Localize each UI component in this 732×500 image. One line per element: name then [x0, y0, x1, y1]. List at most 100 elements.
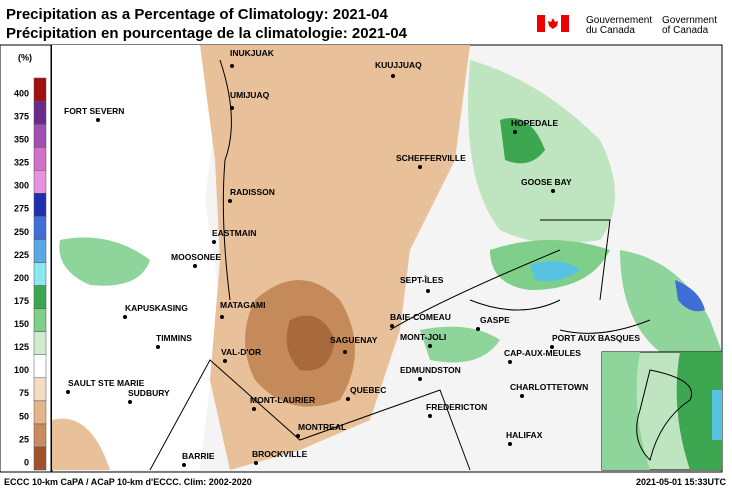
- legend-swatch: [33, 146, 47, 171]
- gov-fr-2: du Canada: [586, 25, 635, 36]
- city-label: HALIFAX: [506, 430, 543, 440]
- legend-swatch: [33, 400, 47, 425]
- city-dot: [128, 400, 132, 404]
- legend-label: 150: [14, 319, 29, 329]
- legend-label: 250: [14, 227, 29, 237]
- inset-coast: [636, 369, 692, 461]
- city-dot: [391, 74, 395, 78]
- canada-flag: [537, 15, 569, 32]
- city-label: SCHEFFERVILLE: [396, 153, 466, 163]
- city-label: FORT SEVERN: [64, 106, 124, 116]
- legend-label: 325: [14, 158, 29, 168]
- ontario-wet: [59, 237, 150, 286]
- city-dot: [193, 264, 197, 268]
- city-dot: [254, 461, 258, 465]
- legend-swatch: [33, 100, 47, 125]
- city-label: EDMUNDSTON: [400, 365, 461, 375]
- city-dot: [550, 345, 554, 349]
- city-label: TIMMINS: [156, 333, 192, 343]
- subtitle: Précipitation en pourcentage de la clima…: [6, 25, 408, 42]
- city-dot: [390, 324, 394, 328]
- gov-fr-1: Gouvernement: [586, 15, 652, 26]
- city-label: FREDERICTON: [426, 402, 487, 412]
- city-dot: [520, 394, 524, 398]
- city-dot: [428, 414, 432, 418]
- legend-swatch: [33, 123, 47, 148]
- city-dot: [513, 130, 517, 134]
- city-dot: [428, 344, 432, 348]
- legend-label: 50: [19, 411, 29, 421]
- city-label: EASTMAIN: [212, 228, 256, 238]
- city-dot: [508, 360, 512, 364]
- city-dot: [551, 189, 555, 193]
- legend-label: 100: [14, 365, 29, 375]
- legend-label: 300: [14, 181, 29, 191]
- city-label: UMIJUAQ: [230, 90, 270, 100]
- city-dot: [230, 106, 234, 110]
- legend-swatch: [33, 377, 47, 402]
- legend-label: 400: [14, 88, 29, 98]
- city-label: PORT AUX BASQUES: [552, 333, 640, 343]
- labrador-wetter: [500, 118, 545, 164]
- legend-swatch: [33, 216, 47, 240]
- city-label: VAL-D'OR: [221, 347, 261, 357]
- legend-label: 375: [14, 111, 29, 121]
- city-label: BAIE-COMEAU: [390, 312, 451, 322]
- driest-region: [286, 315, 335, 371]
- city-dot: [346, 397, 350, 401]
- city-label: BARRIE: [182, 451, 215, 461]
- city-label: RADISSON: [230, 187, 275, 197]
- legend-swatch: [33, 308, 47, 332]
- legend-label: 225: [14, 250, 29, 260]
- footer-issued: 2021-05-01 15:33UTC: [636, 477, 727, 487]
- city-label: SAULT STE MARIE: [68, 378, 145, 388]
- legend-swatch: [33, 169, 47, 194]
- city-dot: [343, 350, 347, 354]
- city-dot: [418, 377, 422, 381]
- legend-swatch: [33, 354, 47, 379]
- inset-east: [676, 352, 722, 470]
- title: Precipitation as a Percentage of Climato…: [6, 6, 388, 23]
- legend-swatch: [33, 285, 47, 309]
- legend-label: 350: [14, 135, 29, 145]
- city-label: INUKJUAK: [230, 48, 275, 58]
- city-label: CHARLOTTETOWN: [510, 382, 588, 392]
- city-label: MONT-LAURIER: [250, 395, 315, 405]
- city-dot: [182, 463, 186, 467]
- legend-label: 25: [19, 434, 29, 444]
- north-shore-wettest: [530, 261, 580, 282]
- city-label: SEPT-ÎLES: [400, 274, 444, 285]
- city-label: MONT-JOLI: [400, 332, 446, 342]
- city-label: SAGUENAY: [330, 335, 378, 345]
- city-dot: [252, 407, 256, 411]
- city-label: GASPE: [480, 315, 510, 325]
- city-label: BROCKVILLE: [252, 449, 308, 459]
- city-dot: [96, 118, 100, 122]
- southwest-dry: [52, 418, 110, 470]
- legend-swatch: [33, 239, 47, 263]
- legend-label: 0: [24, 457, 29, 467]
- city-label: KUUJJUAQ: [375, 60, 422, 70]
- inset-wettest: [712, 390, 722, 440]
- city-label: MOOSONEE: [171, 252, 221, 262]
- city-dot: [223, 359, 227, 363]
- newfoundland-wettest: [675, 280, 705, 312]
- city-label: QUEBEC: [350, 385, 386, 395]
- city-dot: [508, 442, 512, 446]
- legend-swatch: [33, 423, 47, 448]
- city-dot: [220, 315, 224, 319]
- city-label: CAP-AUX-MEULES: [504, 348, 581, 358]
- legend-unit: (%): [18, 52, 32, 62]
- city-label: HOPEDALE: [511, 118, 559, 128]
- city-dot: [296, 434, 300, 438]
- city-dot: [230, 64, 234, 68]
- city-label: GOOSE BAY: [521, 177, 572, 187]
- city-label: MATAGAMI: [220, 300, 265, 310]
- legend-swatch: [33, 446, 47, 471]
- gov-en-1: Government: [662, 15, 717, 26]
- legend-swatch: [33, 331, 47, 355]
- city-dot: [418, 165, 422, 169]
- city-dot: [476, 327, 480, 331]
- city-label: SUDBURY: [128, 388, 170, 398]
- footer-source: ECCC 10-km CaPA / ACaP 10-km d'ECCC. Cli…: [4, 477, 252, 487]
